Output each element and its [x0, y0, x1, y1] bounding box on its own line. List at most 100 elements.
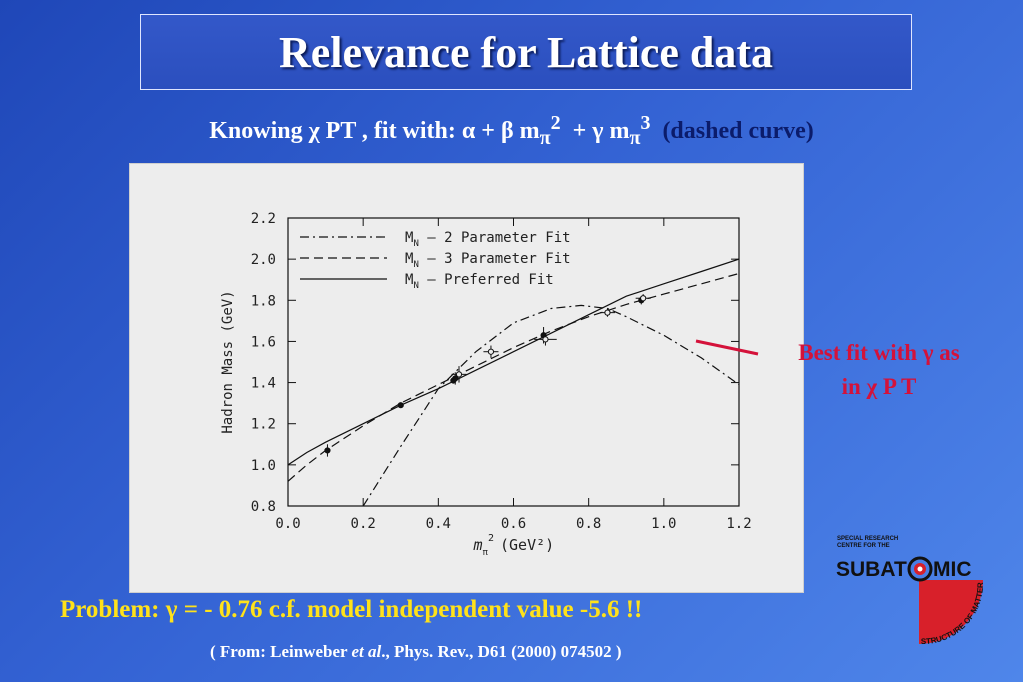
legend-entry-1: MN — 3 Parameter Fit	[300, 251, 571, 270]
x-axis-label-sub: π	[483, 548, 489, 558]
problem-statement: Problem: γ = - 0.76 c.f. model independe…	[60, 596, 643, 623]
logo-word-right: MIC	[933, 558, 972, 581]
x-tick-label-4: 0.8	[576, 516, 601, 532]
y-tick-2: 1.2	[251, 417, 739, 433]
citation: ( From: Leinweber et al., Phys. Rev., D6…	[210, 642, 622, 662]
y-axis-label: Hadron Mass (GeV)	[220, 290, 236, 433]
x-tick-label-5: 1.0	[651, 516, 676, 532]
data-point-5-marker	[487, 348, 495, 355]
y-tick-6: 2.0	[251, 252, 739, 268]
data-point-5	[483, 345, 499, 358]
fit-curve-note: (dashed curve)	[662, 118, 814, 144]
data-point-3-marker	[452, 375, 459, 382]
annotation-text: Best fit with γ as in χ P T	[764, 336, 994, 404]
annotation-line-2: in χ P T	[841, 374, 917, 399]
y-tick-label-0: 0.8	[251, 499, 276, 515]
y-tick-label-2: 1.2	[251, 417, 276, 433]
x-axis-label-unit: (GeV²)	[500, 536, 554, 554]
legend-entry-0: MN — 2 Parameter Fit	[300, 230, 571, 249]
fit-description: Knowing χ PT , fit with: α + β mπ2 + γ m…	[0, 112, 1023, 150]
data-point-1	[397, 402, 404, 409]
legend-prefix-1: M	[405, 251, 413, 267]
x-axis-label-sup: 2	[488, 533, 494, 544]
fit-sub-pi-2: π	[629, 126, 641, 149]
legend-label-2: MN — Preferred Fit	[405, 272, 554, 291]
citation-post: ., Phys. Rev., D61 (2000) 074502 )	[381, 642, 622, 661]
legend-sub-1: N	[413, 260, 418, 270]
legend-label-1: MN — 3 Parameter Fit	[405, 251, 571, 270]
data-point-4	[451, 366, 467, 383]
x-tick-3: 0.6	[501, 218, 526, 532]
x-tick-0: 0.0	[275, 218, 301, 532]
data-points	[324, 294, 651, 457]
data-point-10-marker	[640, 295, 647, 302]
x-tick-5: 1.0	[651, 218, 676, 532]
y-tick-label-3: 1.4	[251, 376, 276, 392]
subatomic-logo: SPECIAL RESEARCH CENTRE FOR THE SUBAT MI…	[836, 536, 985, 646]
x-tick-6: 1.2	[726, 218, 752, 532]
y-tick-1: 1.0	[251, 458, 739, 474]
y-tick-label-1: 1.0	[251, 458, 276, 474]
annotation-arrow	[695, 339, 759, 356]
data-point-8	[599, 308, 615, 317]
y-tick-4: 1.6	[251, 334, 739, 350]
atom-icon	[907, 556, 933, 582]
logo-top-line-2: CENTRE FOR THE	[837, 543, 890, 549]
annotation-line-1: Best fit with γ as	[798, 340, 960, 365]
chart-panel: 0.0 0.2 0.4 0.6 0.8 1.0 1.2 0.8 1.0 1.2 1.4 1.6 1.8 2…	[129, 163, 804, 593]
x-tick-label-6: 1.2	[726, 516, 751, 532]
hadron-mass-chart: 0.0 0.2 0.4 0.6 0.8 1.0 1.2 0.8 1.0 1.2 1.4 1.6 1.8 2…	[220, 211, 752, 558]
legend-entry-2: MN — Preferred Fit	[300, 272, 554, 291]
axis-labels: mπ 2 (GeV²) Hadron Mass (GeV)	[220, 290, 554, 558]
data-point-4-marker	[455, 371, 463, 378]
data-point-7	[534, 333, 557, 346]
data-point-7-marker	[542, 336, 549, 343]
chart-axes: 0.0 0.2 0.4 0.6 0.8 1.0 1.2 0.8 1.0 1.2 1.4 1.6 1.8 2…	[251, 211, 752, 532]
y-tick-5: 1.8	[251, 293, 739, 309]
legend-text-2: — Preferred Fit	[419, 272, 554, 288]
fit-sup-2: 2	[550, 112, 561, 134]
data-point-0	[324, 444, 331, 457]
x-tick-2: 0.4	[426, 218, 451, 532]
x-axis-label-main: m	[473, 536, 483, 554]
data-point-1-marker	[397, 402, 404, 409]
fit-curves	[288, 258, 739, 506]
fit-sup-3: 3	[640, 112, 651, 134]
citation-pre: ( From: Leinweber	[210, 642, 352, 661]
x-tick-label-3: 0.6	[501, 516, 526, 532]
series-dashed-line	[288, 272, 739, 482]
logo-top-line-1: SPECIAL RESEARCH	[837, 536, 898, 542]
fit-mid: + γ m	[560, 118, 630, 144]
series-dashdot-line	[362, 304, 739, 506]
logo-red-quarter	[919, 580, 983, 644]
x-tick-label-1: 0.2	[351, 516, 376, 532]
legend-label-0: MN — 2 Parameter Fit	[405, 230, 571, 249]
y-tick-label-7: 2.2	[251, 211, 276, 227]
y-tick-7: 2.2	[251, 211, 739, 227]
y-tick-label-5: 1.8	[251, 293, 276, 309]
fit-prefix: Knowing χ PT , fit with: α + β m	[209, 118, 540, 144]
data-point-10	[635, 294, 651, 303]
x-tick-4: 0.8	[576, 218, 601, 532]
legend-sub-0: N	[413, 239, 418, 249]
x-tick-label-0: 0.0	[275, 516, 300, 532]
y-tick-label-4: 1.6	[251, 334, 276, 350]
legend-sub-2: N	[413, 281, 418, 291]
y-tick-label-6: 2.0	[251, 252, 276, 268]
legend-prefix-0: M	[405, 230, 413, 246]
x-tick-1: 0.2	[351, 218, 376, 532]
series-solid-line	[288, 258, 739, 466]
citation-etal: et al	[351, 642, 382, 661]
logo-word-left: SUBAT	[836, 558, 907, 581]
data-point-0-marker	[324, 447, 331, 454]
fit-sub-pi-1: π	[539, 126, 551, 149]
legend-text-0: — 2 Parameter Fit	[419, 230, 571, 246]
slide-title-box: Relevance for Lattice data	[140, 14, 912, 90]
data-point-8-marker	[604, 309, 611, 316]
legend-text-1: — 3 Parameter Fit	[419, 251, 571, 267]
y-tick-0: 0.8	[251, 499, 739, 515]
legend-prefix-2: M	[405, 272, 413, 288]
x-tick-label-2: 0.4	[426, 516, 451, 532]
x-axis-label: mπ 2 (GeV²)	[473, 533, 555, 558]
